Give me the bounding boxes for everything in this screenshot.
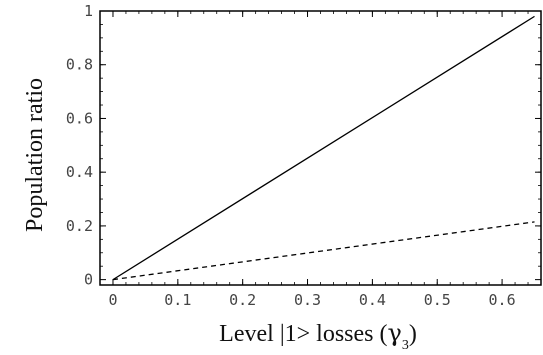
x-tick-label: 0 [108, 291, 117, 309]
y-tick-label: 0.6 [66, 109, 93, 127]
series-line-solid [112, 15, 535, 281]
plot-frame [99, 10, 542, 286]
axis-ticks [100, 10, 542, 285]
series-line-dashed [112, 221, 535, 281]
x-tick-label: 0.2 [229, 291, 256, 309]
y-tick-label: 1 [84, 2, 93, 20]
x-axis-label: Level |1> losses (γ3) [219, 319, 417, 353]
x-axis-label-ket: |1> [280, 321, 310, 347]
x-tick-label: 0.6 [489, 291, 516, 309]
x-axis-label-greek: γ [387, 319, 401, 347]
x-tick-label: 0.3 [294, 291, 321, 309]
x-tick-label: 0.1 [164, 291, 191, 309]
x-axis-label-prefix: Level [219, 321, 280, 347]
x-tick-label: 0.5 [424, 291, 451, 309]
x-axis-label-mid: losses ( [310, 321, 387, 347]
y-tick-label: 0.2 [66, 217, 93, 235]
y-tick-label: 0.4 [66, 163, 93, 181]
y-axis-label: Population ratio [22, 78, 48, 232]
x-axis-label-subscript: 3 [402, 338, 409, 353]
tick-labels: 0 0.1 0.2 0.3 0.4 0.5 0.6 0 0.2 0.4 0.6 0.8 1 [66, 2, 516, 309]
x-tick-label: 0.4 [359, 291, 386, 309]
y-tick-label: 0 [84, 271, 93, 289]
series-layer [112, 15, 535, 281]
y-tick-label: 0.8 [66, 56, 93, 74]
x-axis-label-suffix: ) [409, 321, 417, 347]
